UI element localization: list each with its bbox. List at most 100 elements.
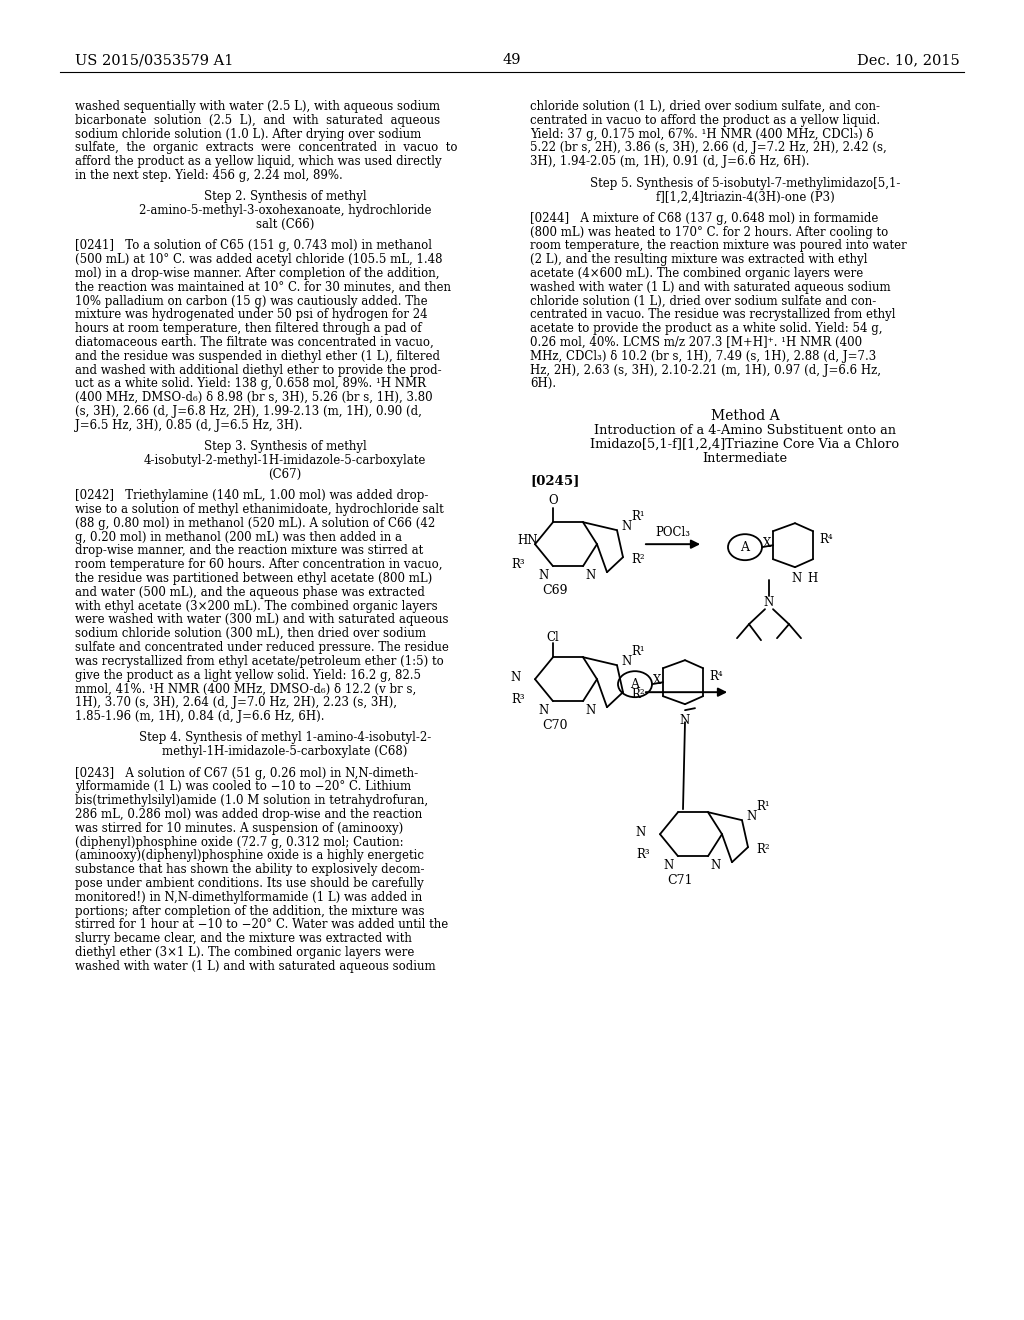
Text: g, 0.20 mol) in methanol (200 mL) was then added in a: g, 0.20 mol) in methanol (200 mL) was th… xyxy=(75,531,402,544)
Text: mol) in a drop-wise manner. After completion of the addition,: mol) in a drop-wise manner. After comple… xyxy=(75,267,439,280)
Text: X: X xyxy=(653,673,662,686)
Text: X: X xyxy=(763,537,771,549)
Text: [0241]   To a solution of C65 (151 g, 0.743 mol) in methanol: [0241] To a solution of C65 (151 g, 0.74… xyxy=(75,239,432,252)
Text: Dec. 10, 2015: Dec. 10, 2015 xyxy=(857,53,961,67)
Text: N: N xyxy=(636,826,646,838)
Text: Step 2. Synthesis of methyl: Step 2. Synthesis of methyl xyxy=(204,190,367,203)
Text: in the next step. Yield: 456 g, 2.24 mol, 89%.: in the next step. Yield: 456 g, 2.24 mol… xyxy=(75,169,343,182)
Text: room temperature, the reaction mixture was poured into water: room temperature, the reaction mixture w… xyxy=(530,239,906,252)
Text: and water (500 mL), and the aqueous phase was extracted: and water (500 mL), and the aqueous phas… xyxy=(75,586,425,599)
Text: uct as a white solid. Yield: 138 g, 0.658 mol, 89%. ¹H NMR: uct as a white solid. Yield: 138 g, 0.65… xyxy=(75,378,426,391)
Text: 10% palladium on carbon (15 g) was cautiously added. The: 10% palladium on carbon (15 g) was cauti… xyxy=(75,294,428,308)
Text: sulfate,  the  organic  extracts  were  concentrated  in  vacuo  to: sulfate, the organic extracts were conce… xyxy=(75,141,458,154)
Text: O: O xyxy=(548,494,558,507)
Text: mixture was hydrogenated under 50 psi of hydrogen for 24: mixture was hydrogenated under 50 psi of… xyxy=(75,309,428,321)
Text: US 2015/0353579 A1: US 2015/0353579 A1 xyxy=(75,53,233,67)
Text: (s, 3H), 2.66 (d, J=6.8 Hz, 2H), 1.99-2.13 (m, 1H), 0.90 (d,: (s, 3H), 2.66 (d, J=6.8 Hz, 2H), 1.99-2.… xyxy=(75,405,422,418)
Text: chloride solution (1 L), dried over sodium sulfate, and con-: chloride solution (1 L), dried over sodi… xyxy=(530,100,880,114)
Text: and washed with additional diethyl ether to provide the prod-: and washed with additional diethyl ether… xyxy=(75,363,441,376)
Text: portions; after completion of the addition, the mixture was: portions; after completion of the additi… xyxy=(75,904,425,917)
Text: washed with water (1 L) and with saturated aqueous sodium: washed with water (1 L) and with saturat… xyxy=(75,960,435,973)
Text: C70: C70 xyxy=(543,719,567,733)
Text: washed with water (1 L) and with saturated aqueous sodium: washed with water (1 L) and with saturat… xyxy=(530,281,891,294)
Text: N: N xyxy=(585,569,595,582)
Text: (C67): (C67) xyxy=(268,467,302,480)
Text: Intermediate: Intermediate xyxy=(702,453,787,465)
Text: room temperature for 60 hours. After concentration in vacuo,: room temperature for 60 hours. After con… xyxy=(75,558,442,572)
Text: N: N xyxy=(746,809,757,822)
Text: R²: R² xyxy=(631,553,645,566)
Text: [0242]   Triethylamine (140 mL, 1.00 mol) was added drop-: [0242] Triethylamine (140 mL, 1.00 mol) … xyxy=(75,490,428,502)
Text: the reaction was maintained at 10° C. for 30 minutes, and then: the reaction was maintained at 10° C. fo… xyxy=(75,281,451,294)
Text: A: A xyxy=(740,541,750,553)
Text: sulfate and concentrated under reduced pressure. The residue: sulfate and concentrated under reduced p… xyxy=(75,642,449,653)
Text: bis(trimethylsilyl)amide (1.0 M solution in tetrahydrofuran,: bis(trimethylsilyl)amide (1.0 M solution… xyxy=(75,795,428,807)
Text: C69: C69 xyxy=(543,585,567,597)
Text: monitored!) in N,N-dimethylformamide (1 L) was added in: monitored!) in N,N-dimethylformamide (1 … xyxy=(75,891,422,904)
Text: (aminooxy)(diphenyl)phosphine oxide is a highly energetic: (aminooxy)(diphenyl)phosphine oxide is a… xyxy=(75,849,424,862)
Text: centrated in vacuo to afford the product as a yellow liquid.: centrated in vacuo to afford the product… xyxy=(530,114,880,127)
Text: Step 5. Synthesis of 5-isobutyl-7-methylimidazo[5,1-: Step 5. Synthesis of 5-isobutyl-7-methyl… xyxy=(590,177,900,190)
Text: sodium chloride solution (300 mL), then dried over sodium: sodium chloride solution (300 mL), then … xyxy=(75,627,426,640)
Text: N: N xyxy=(585,704,595,717)
Text: N: N xyxy=(764,595,774,609)
Text: 1H), 3.70 (s, 3H), 2.64 (d, J=7.0 Hz, 2H), 2.23 (s, 3H),: 1H), 3.70 (s, 3H), 2.64 (d, J=7.0 Hz, 2H… xyxy=(75,696,397,709)
Text: HN: HN xyxy=(517,533,538,546)
Text: [0244]   A mixture of C68 (137 g, 0.648 mol) in formamide: [0244] A mixture of C68 (137 g, 0.648 mo… xyxy=(530,211,879,224)
Text: methyl-1H-imidazole-5-carboxylate (C68): methyl-1H-imidazole-5-carboxylate (C68) xyxy=(163,746,408,758)
Text: 0.26 mol, 40%. LCMS m/z 207.3 [M+H]⁺. ¹H NMR (400: 0.26 mol, 40%. LCMS m/z 207.3 [M+H]⁺. ¹H… xyxy=(530,337,862,348)
Text: diethyl ether (3×1 L). The combined organic layers were: diethyl ether (3×1 L). The combined orga… xyxy=(75,946,415,958)
Text: slurry became clear, and the mixture was extracted with: slurry became clear, and the mixture was… xyxy=(75,932,412,945)
Text: H: H xyxy=(807,572,817,585)
Text: 3H), 1.94-2.05 (m, 1H), 0.91 (d, J=6.6 Hz, 6H).: 3H), 1.94-2.05 (m, 1H), 0.91 (d, J=6.6 H… xyxy=(530,156,810,168)
Text: N: N xyxy=(664,859,674,873)
Text: and the residue was suspended in diethyl ether (1 L), filtered: and the residue was suspended in diethyl… xyxy=(75,350,440,363)
Text: Step 3. Synthesis of methyl: Step 3. Synthesis of methyl xyxy=(204,440,367,453)
Text: N: N xyxy=(710,859,720,873)
Text: N: N xyxy=(792,572,802,585)
Text: R¹: R¹ xyxy=(631,510,645,523)
Text: acetate (4×600 mL). The combined organic layers were: acetate (4×600 mL). The combined organic… xyxy=(530,267,863,280)
Text: N: N xyxy=(621,520,631,533)
Text: Yield: 37 g, 0.175 mol, 67%. ¹H NMR (400 MHz, CDCl₃) δ: Yield: 37 g, 0.175 mol, 67%. ¹H NMR (400… xyxy=(530,128,873,141)
Text: (diphenyl)phosphine oxide (72.7 g, 0.312 mol; Caution:: (diphenyl)phosphine oxide (72.7 g, 0.312… xyxy=(75,836,403,849)
Text: 49: 49 xyxy=(503,53,521,67)
Text: R⁴: R⁴ xyxy=(819,533,833,545)
Text: R¹: R¹ xyxy=(631,644,645,657)
Text: R⁴: R⁴ xyxy=(709,669,723,682)
Text: mmol, 41%. ¹H NMR (400 MHz, DMSO-d₆) δ 12.2 (v br s,: mmol, 41%. ¹H NMR (400 MHz, DMSO-d₆) δ 1… xyxy=(75,682,416,696)
Text: the residue was partitioned between ethyl acetate (800 mL): the residue was partitioned between ethy… xyxy=(75,572,432,585)
Text: R³: R³ xyxy=(636,847,650,861)
Text: R²: R² xyxy=(631,688,645,701)
Text: were washed with water (300 mL) and with saturated aqueous: were washed with water (300 mL) and with… xyxy=(75,614,449,627)
Text: Method A: Method A xyxy=(711,409,779,424)
Text: pose under ambient conditions. Its use should be carefully: pose under ambient conditions. Its use s… xyxy=(75,876,424,890)
Text: f][1,2,4]triazin-4(3H)-one (P3): f][1,2,4]triazin-4(3H)-one (P3) xyxy=(655,190,835,203)
Text: (800 mL) was heated to 170° C. for 2 hours. After cooling to: (800 mL) was heated to 170° C. for 2 hou… xyxy=(530,226,888,239)
Text: Imidazo[5,1-f][1,2,4]Triazine Core Via a Chloro: Imidazo[5,1-f][1,2,4]Triazine Core Via a… xyxy=(591,438,899,451)
Text: centrated in vacuo. The residue was recrystallized from ethyl: centrated in vacuo. The residue was recr… xyxy=(530,309,896,321)
Text: C71: C71 xyxy=(668,874,693,887)
Text: was stirred for 10 minutes. A suspension of (aminooxy): was stirred for 10 minutes. A suspension… xyxy=(75,822,403,834)
Text: [0245]: [0245] xyxy=(530,474,580,487)
Text: A: A xyxy=(631,677,640,690)
Text: Hz, 2H), 2.63 (s, 3H), 2.10-2.21 (m, 1H), 0.97 (d, J=6.6 Hz,: Hz, 2H), 2.63 (s, 3H), 2.10-2.21 (m, 1H)… xyxy=(530,363,881,376)
Text: 6H).: 6H). xyxy=(530,378,556,391)
Text: wise to a solution of methyl ethanimidoate, hydrochloride salt: wise to a solution of methyl ethanimidoa… xyxy=(75,503,443,516)
Text: diatomaceous earth. The filtrate was concentrated in vacuo,: diatomaceous earth. The filtrate was con… xyxy=(75,337,434,348)
Text: Introduction of a 4-Amino Substituent onto an: Introduction of a 4-Amino Substituent on… xyxy=(594,424,896,437)
Text: give the product as a light yellow solid. Yield: 16.2 g, 82.5: give the product as a light yellow solid… xyxy=(75,668,421,681)
Text: R²: R² xyxy=(756,842,770,855)
Text: afford the product as a yellow liquid, which was used directly: afford the product as a yellow liquid, w… xyxy=(75,156,441,168)
Text: (500 mL) at 10° C. was added acetyl chloride (105.5 mL, 1.48: (500 mL) at 10° C. was added acetyl chlo… xyxy=(75,253,442,267)
Text: (400 MHz, DMSO-d₆) δ 8.98 (br s, 3H), 5.26 (br s, 1H), 3.80: (400 MHz, DMSO-d₆) δ 8.98 (br s, 3H), 5.… xyxy=(75,391,432,404)
Text: stirred for 1 hour at −10 to −20° C. Water was added until the: stirred for 1 hour at −10 to −20° C. Wat… xyxy=(75,919,449,932)
Text: was recrystallized from ethyl acetate/petroleum ether (1:5) to: was recrystallized from ethyl acetate/pe… xyxy=(75,655,443,668)
Text: hours at room temperature, then filtered through a pad of: hours at room temperature, then filtered… xyxy=(75,322,422,335)
Text: chloride solution (1 L), dried over sodium sulfate and con-: chloride solution (1 L), dried over sodi… xyxy=(530,294,877,308)
Text: drop-wise manner, and the reaction mixture was stirred at: drop-wise manner, and the reaction mixtu… xyxy=(75,544,423,557)
Text: N: N xyxy=(511,671,521,684)
Text: with ethyl acetate (3×200 mL). The combined organic layers: with ethyl acetate (3×200 mL). The combi… xyxy=(75,599,437,612)
Text: sodium chloride solution (1.0 L). After drying over sodium: sodium chloride solution (1.0 L). After … xyxy=(75,128,421,141)
Text: substance that has shown the ability to explosively decom-: substance that has shown the ability to … xyxy=(75,863,425,876)
